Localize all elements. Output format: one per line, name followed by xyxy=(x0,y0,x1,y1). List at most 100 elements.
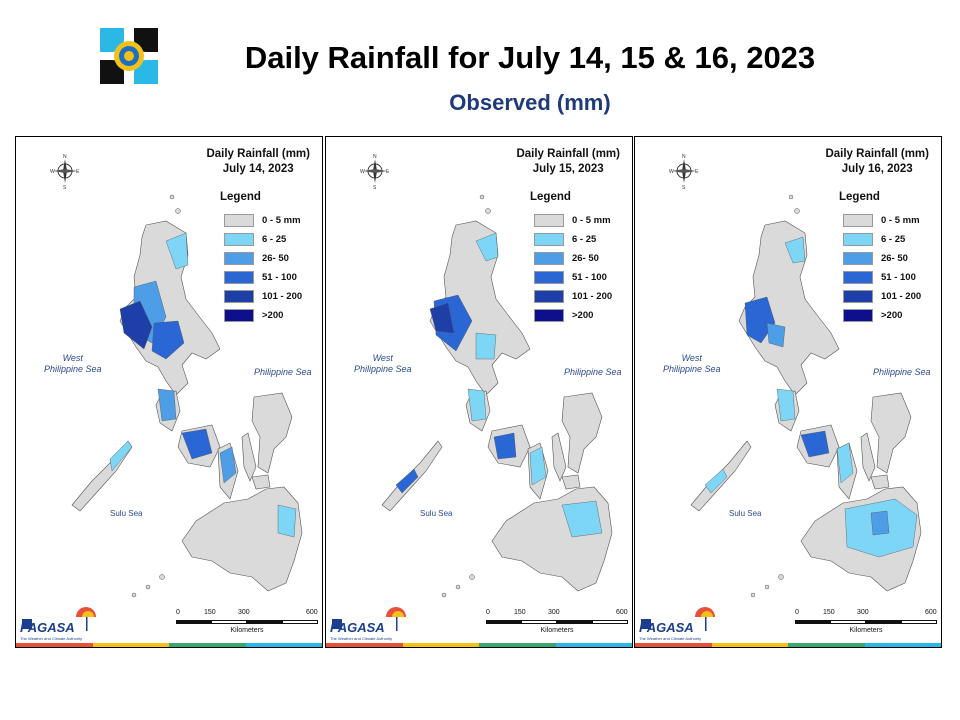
legend-label: 26- 50 xyxy=(572,253,599,264)
rain-zone xyxy=(776,388,796,422)
rain-zone xyxy=(784,236,806,264)
west-philippine-sea-label: West Philippine Sea xyxy=(663,353,721,374)
legend-label: 6 - 25 xyxy=(572,234,597,245)
panel-title-line1: Daily Rainfall (mm) xyxy=(516,148,620,160)
rain-zone xyxy=(119,300,153,350)
svg-text:E: E xyxy=(386,169,390,175)
map-panel-july-16: N S E W Daily Rainfall (mm) July 16, 202… xyxy=(634,136,942,648)
north-arrow: N S E W xyxy=(669,153,699,194)
dost-logo xyxy=(96,24,162,88)
legend-label: 101 - 200 xyxy=(262,291,303,302)
legend-label: 6 - 25 xyxy=(881,234,906,245)
bohol-island xyxy=(561,474,581,490)
rain-zone xyxy=(529,446,547,486)
rain-zone xyxy=(109,440,133,472)
rain-zone xyxy=(219,446,237,484)
legend-label: 0 - 5 mm xyxy=(881,215,920,226)
color-strip xyxy=(16,643,322,647)
philippine-sea-label: Philippine Sea xyxy=(564,367,622,377)
pagasa-tagline: The Weather and Climate Authority xyxy=(639,636,702,641)
svg-text:N: N xyxy=(63,154,67,160)
legend-swatch xyxy=(534,271,564,284)
scale-bar: 0 150 300 600 Kilometers xyxy=(486,609,628,634)
legend-item: 51 - 100 xyxy=(212,268,302,287)
legend-item: 26- 50 xyxy=(522,249,612,268)
page-title: Daily Rainfall for July 14, 15 & 16, 202… xyxy=(244,40,816,75)
legend-item: 0 - 5 mm xyxy=(212,211,302,230)
legend-item: 101 - 200 xyxy=(831,287,921,306)
legend-swatch xyxy=(843,290,873,303)
legend-swatch xyxy=(843,233,873,246)
panel-title-date: July 14, 2023 xyxy=(222,163,294,175)
legend-item: >200 xyxy=(831,306,921,325)
rain-zone xyxy=(467,388,487,422)
legend-label: >200 xyxy=(881,310,903,321)
legend-label: 0 - 5 mm xyxy=(572,215,611,226)
map-legend: Legend 0 - 5 mm 6 - 25 26- 50 51 - 100 101 -… xyxy=(212,191,302,325)
north-arrow: N S E W xyxy=(360,153,390,194)
legend-label: 51 - 100 xyxy=(572,272,607,283)
pagasa-wordmark: PAGASA xyxy=(639,620,694,635)
rain-zone xyxy=(493,432,517,460)
legend-label: 0 - 5 mm xyxy=(262,215,301,226)
luzon-landmass xyxy=(429,220,531,396)
rain-zone xyxy=(277,504,297,538)
cebu-island xyxy=(860,432,876,482)
legend-item: 6 - 25 xyxy=(831,230,921,249)
svg-text:E: E xyxy=(76,169,80,175)
legend-label: 6 - 25 xyxy=(262,234,287,245)
svg-text:N: N xyxy=(682,154,686,160)
panel-title-date: July 16, 2023 xyxy=(841,163,913,175)
rain-zone xyxy=(395,468,419,494)
rain-overlay xyxy=(395,232,603,538)
north-arrow: N S E W xyxy=(50,153,80,194)
legend-swatch xyxy=(224,252,254,265)
map-panel-july-15: N S E W Daily Rainfall (mm) July 15, 202… xyxy=(325,136,633,648)
legend-item: 6 - 25 xyxy=(522,230,612,249)
west-philippine-sea-label: West Philippine Sea xyxy=(44,353,102,374)
luzon-landmass xyxy=(738,220,840,396)
legend-label: 26- 50 xyxy=(881,253,908,264)
pagasa-logo xyxy=(22,607,96,631)
legend-label: 26- 50 xyxy=(262,253,289,264)
panel-title-line1: Daily Rainfall (mm) xyxy=(206,148,310,160)
svg-text:W: W xyxy=(360,169,365,175)
legend-swatch xyxy=(843,271,873,284)
panel-title: Daily Rainfall (mm) July 14, 2023 xyxy=(206,147,310,177)
pagasa-logo xyxy=(332,607,406,631)
pagasa-wordmark: PAGASA xyxy=(20,620,75,635)
panel-title: Daily Rainfall (mm) July 15, 2023 xyxy=(516,147,620,177)
philippines-rainfall-map xyxy=(690,194,922,598)
philippine-sea-label: Philippine Sea xyxy=(873,367,931,377)
rain-zone xyxy=(475,332,497,360)
svg-text:S: S xyxy=(63,185,67,189)
legend-item: 26- 50 xyxy=(831,249,921,268)
map-legend: Legend 0 - 5 mm 6 - 25 26- 50 51 - 100 101 -… xyxy=(831,191,921,325)
map-panel-july-14: N S E W Daily Rainfall (mm) July 14, 202… xyxy=(15,136,323,648)
cebu-island xyxy=(241,432,257,482)
legend-title: Legend xyxy=(530,191,571,203)
scale-bar: 0 150 300 600 Kilometers xyxy=(176,609,318,634)
color-strip xyxy=(326,643,632,647)
rain-zone xyxy=(870,510,890,536)
sulu-sea-label: Sulu Sea xyxy=(729,509,762,518)
legend-item: 51 - 100 xyxy=(522,268,612,287)
legend-swatch xyxy=(224,271,254,284)
legend-item: 0 - 5 mm xyxy=(831,211,921,230)
legend-swatch xyxy=(534,309,564,322)
legend-label: 51 - 100 xyxy=(881,272,916,283)
legend-swatch xyxy=(534,252,564,265)
panel-title-date: July 15, 2023 xyxy=(532,163,604,175)
legend-swatch xyxy=(843,214,873,227)
cebu-island xyxy=(551,432,567,482)
svg-text:W: W xyxy=(669,169,674,175)
pagasa-tagline: The Weather and Climate Authority xyxy=(330,636,393,641)
legend-swatch xyxy=(534,290,564,303)
page-subtitle: Observed (mm) xyxy=(449,90,611,115)
rain-zone xyxy=(157,388,177,422)
svg-text:E: E xyxy=(695,169,699,175)
philippine-sea-label: Philippine Sea xyxy=(254,367,312,377)
rain-zone xyxy=(429,302,455,334)
legend-label: 101 - 200 xyxy=(572,291,613,302)
legend-swatch xyxy=(224,214,254,227)
